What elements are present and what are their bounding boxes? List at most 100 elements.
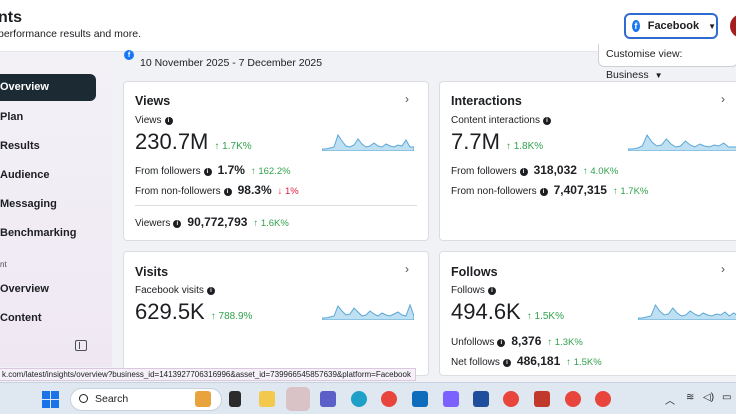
task-view-icon[interactable] — [229, 391, 241, 407]
interactions-sparkline — [628, 133, 736, 151]
follows-card[interactable]: Follows › Follows i 494.6K ↑ 1.5K% Unfollo… — [439, 251, 736, 376]
chevron-right-icon[interactable]: › — [721, 262, 725, 276]
wifi-icon[interactable]: ≋ — [686, 392, 695, 403]
battery-icon[interactable]: ▭ — [722, 392, 732, 403]
chrome-profile-icon[interactable] — [503, 391, 519, 407]
chevron-up-icon[interactable]: ︿ — [665, 396, 675, 407]
sidebar-item-plan[interactable]: Plan — [0, 111, 24, 123]
breakdown-row: From non-followers i 98.3% ↓ 1% — [135, 183, 299, 197]
arrow-up-icon: ↑ — [253, 218, 259, 229]
sidebar-item-benchmarking[interactable]: Benchmarking — [0, 227, 77, 239]
info-icon: i — [502, 359, 511, 367]
interactions-card[interactable]: Interactions › Content interactions i 7.7… — [439, 81, 736, 241]
card-title: Interactions — [451, 94, 522, 108]
avatar[interactable] — [730, 14, 736, 38]
page-subtitle: performance results and more. — [0, 28, 141, 40]
copilot-icon[interactable] — [443, 391, 459, 407]
info-icon: i — [539, 188, 548, 196]
info-icon[interactable]: i — [487, 287, 496, 295]
breakdown-row: Net follows i 486,181 ↑ 1.5K% — [451, 354, 602, 368]
sidebar-item-audience[interactable]: Audience — [0, 169, 50, 181]
snipping-tool-icon[interactable] — [534, 391, 550, 407]
windows-start-icon[interactable] — [42, 391, 59, 408]
sidebar-item-results[interactable]: Results — [0, 140, 40, 152]
page-header: nts performance results and more. f Face… — [0, 0, 736, 52]
visits-sparkline — [322, 303, 414, 320]
breakdown-row: From followers i 318,032 ↑ 4.0K% — [451, 163, 619, 177]
metric-label: Facebook visits i — [135, 285, 215, 296]
metric-value: 629.5K ↑ 788.9% — [135, 299, 253, 324]
divider — [135, 205, 417, 206]
page-title: nts — [0, 9, 22, 26]
card-title: Visits — [135, 265, 169, 279]
date-range[interactable]: 10 November 2025 - 7 December 2025 — [140, 57, 323, 69]
chevron-right-icon[interactable]: › — [405, 92, 409, 106]
arrow-up-icon: ↑ — [505, 141, 511, 152]
views-sparkline — [322, 133, 414, 151]
volume-icon[interactable]: ◁) — [703, 392, 715, 403]
active-app-icon[interactable] — [286, 387, 310, 411]
caret-down-icon: ▼ — [708, 21, 716, 31]
arrow-down-icon: ↓ — [277, 186, 283, 197]
facebook-icon: f — [632, 20, 640, 32]
info-icon: i — [203, 168, 212, 176]
customise-view-label: Customise view: Business — [606, 48, 683, 81]
info-icon[interactable]: i — [542, 117, 551, 125]
chrome-icon[interactable] — [381, 391, 397, 407]
chrome-profile-icon[interactable] — [595, 391, 611, 407]
arrow-up-icon: ↑ — [526, 311, 532, 322]
metric-value: 230.7M ↑ 1.7K% — [135, 129, 252, 154]
edge-icon[interactable] — [351, 391, 367, 407]
search-icon — [79, 394, 88, 403]
metric-label: Follows i — [451, 285, 496, 296]
info-icon[interactable]: i — [206, 287, 215, 295]
platform-selector[interactable]: f Facebook ▼ — [624, 13, 718, 39]
taskbar-search[interactable]: Search — [70, 388, 222, 411]
metric-value: 494.6K ↑ 1.5K% — [451, 299, 564, 324]
file-explorer-icon[interactable] — [259, 391, 275, 407]
metric-value: 7.7M ↑ 1.8K% — [451, 129, 544, 154]
info-icon: i — [173, 220, 182, 228]
collapse-sidebar-icon[interactable] — [75, 340, 87, 351]
widgets-icon[interactable] — [195, 391, 211, 407]
teams-icon[interactable] — [320, 391, 336, 407]
visits-card[interactable]: Visits › Facebook visits i 629.5K ↑ 788.9% — [123, 251, 429, 376]
chrome-profile-icon[interactable] — [565, 391, 581, 407]
sidebar-item-overview[interactable]: Overview — [0, 74, 96, 101]
chevron-right-icon[interactable]: › — [405, 262, 409, 276]
platform-label: Facebook — [647, 20, 700, 32]
info-icon: i — [223, 188, 232, 196]
card-title: Follows — [451, 265, 498, 279]
breakdown-row: From followers i 1.7% ↑ 162.2% — [135, 163, 291, 177]
metric-label: Views i — [135, 115, 173, 126]
store-icon[interactable] — [473, 391, 489, 407]
outlook-icon[interactable] — [412, 391, 428, 407]
arrow-up-icon: ↑ — [582, 166, 588, 177]
info-icon[interactable]: i — [164, 117, 173, 125]
arrow-up-icon: ↑ — [566, 357, 572, 368]
info-icon: i — [497, 339, 506, 347]
arrow-up-icon: ↑ — [250, 166, 256, 177]
taskbar: Search ︿ ≋ ◁) ▭ — [0, 382, 736, 414]
sidebar: Overview Plan Results Audience Messaging… — [0, 53, 112, 367]
card-title: Views — [135, 94, 171, 108]
views-card[interactable]: Views › Views i 230.7M ↑ 1.7K% From follow… — [123, 81, 429, 241]
sidebar-item-content[interactable]: Content — [0, 312, 42, 324]
arrow-up-icon: ↑ — [214, 141, 220, 152]
follows-sparkline — [638, 303, 736, 320]
caret-down-icon: ▼ — [654, 71, 663, 80]
sidebar-item-messaging[interactable]: Messaging — [0, 198, 57, 210]
customise-view-button[interactable]: Customise view: Business ▼ — [598, 44, 736, 81]
metric-label: Content interactions i — [451, 115, 551, 126]
info-icon: i — [519, 168, 528, 176]
breakdown-row: From non-followers i 7,407,315 ↑ 1.7K% — [451, 183, 649, 197]
arrow-up-icon: ↑ — [612, 186, 618, 197]
status-bar-url: k.com/latest/insights/overview?business_… — [0, 368, 416, 381]
chevron-right-icon[interactable]: › — [721, 92, 725, 106]
arrow-up-icon: ↑ — [547, 337, 553, 348]
sidebar-item-content-overview[interactable]: Overview — [0, 283, 49, 295]
sidebar-section-label: nt — [0, 260, 7, 269]
breakdown-row: Unfollows i 8,376 ↑ 1.3K% — [451, 334, 583, 348]
arrow-up-icon: ↑ — [210, 311, 216, 322]
viewers-row: Viewers i 90,772,793 ↑ 1.6K% — [135, 215, 289, 229]
